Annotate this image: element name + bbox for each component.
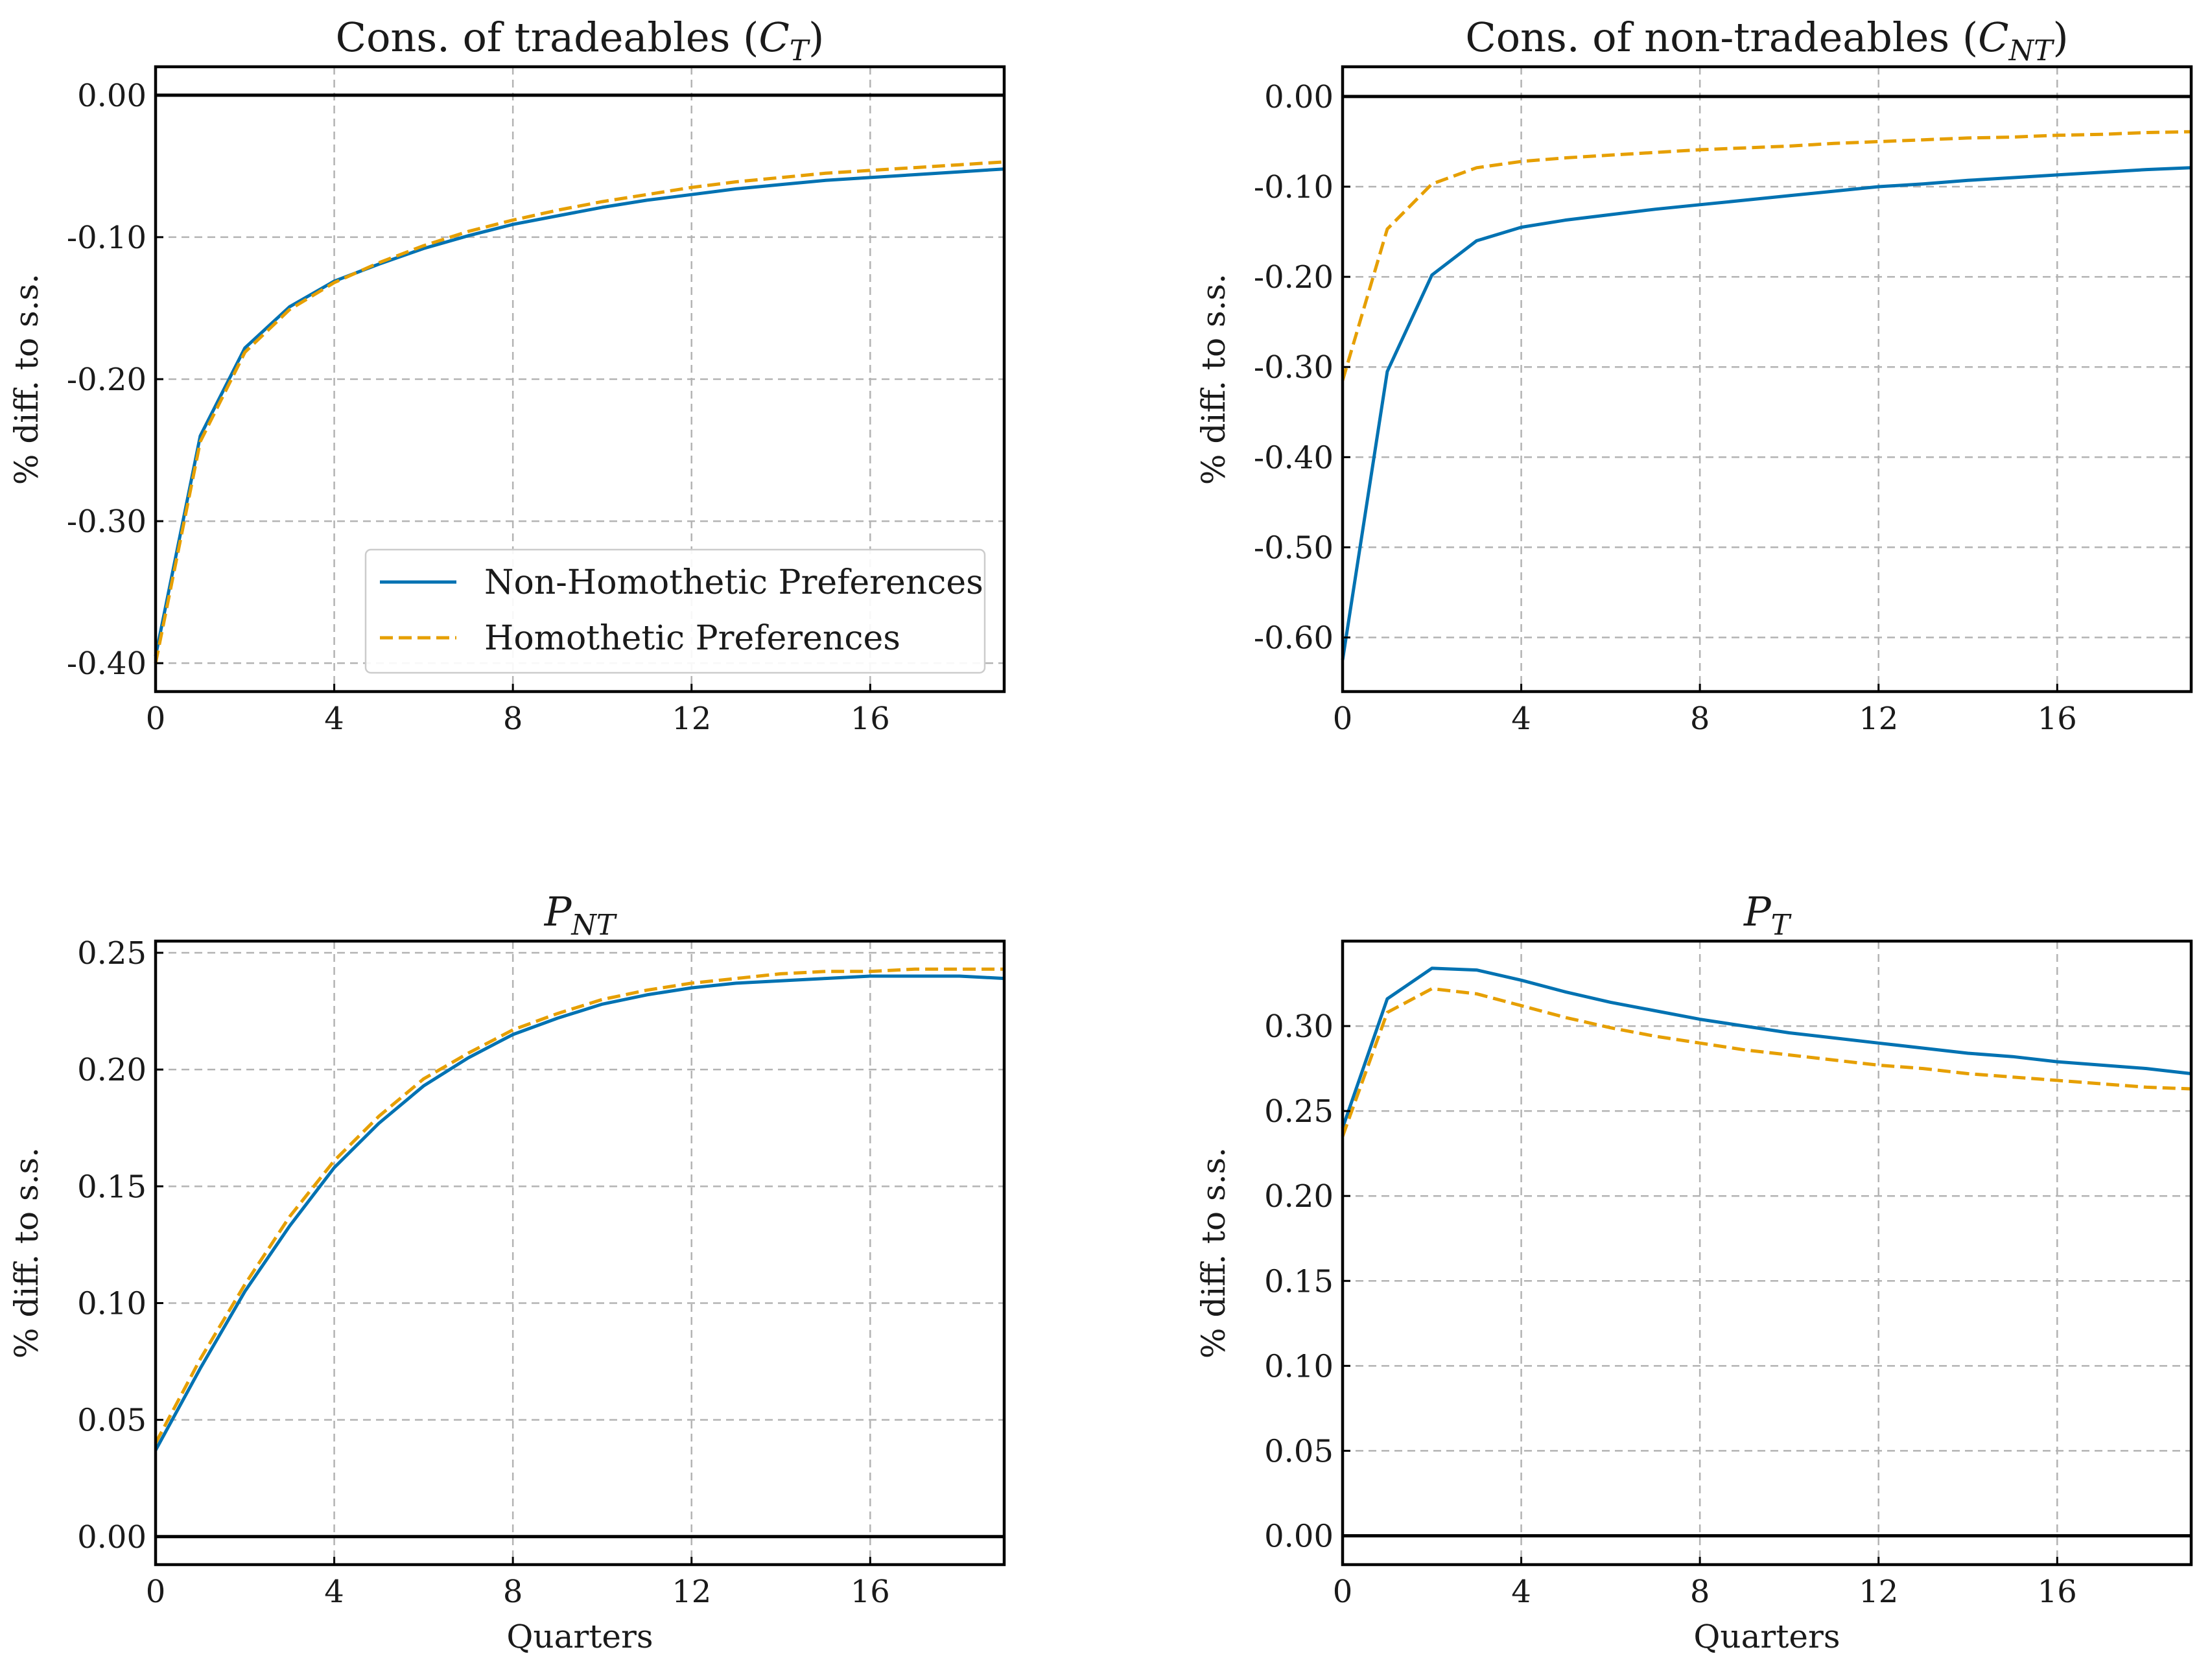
y-tick-label: 0.25: [77, 935, 147, 972]
y-tick-label: 0.25: [1264, 1093, 1334, 1130]
x-tick-label: 8: [503, 701, 523, 737]
legend-label: Homothetic Preferences: [484, 619, 900, 658]
y-tick-label: 0.05: [1264, 1433, 1334, 1469]
y-tick-label: -0.20: [67, 362, 147, 398]
y-tick-label: 0.15: [1264, 1263, 1334, 1300]
x-tick-label: 4: [1511, 701, 1531, 737]
chart-title: PT: [1743, 888, 1793, 942]
axes-frame: [1341, 939, 2193, 1567]
x-tick-label: 12: [1859, 1574, 1898, 1610]
x-tick-label: 16: [2038, 701, 2077, 737]
x-tick-label: 0: [1333, 1574, 1353, 1610]
y-tick-label: -0.60: [1254, 620, 1334, 657]
homothetic-series-line: [154, 160, 1005, 664]
y-tick-label: 0.20: [77, 1052, 147, 1088]
chart-panel-4: 0 4 8 12 16 0.00 0.05 0.10 0.15 0.20 0.25 0.30 PT % d…: [1195, 888, 2193, 1655]
x-tick-label: 0: [1333, 701, 1353, 737]
y-tick-label: 0.30: [1264, 1009, 1334, 1045]
legend-box: [364, 548, 986, 674]
non-homothetic-series-line: [1341, 166, 2192, 660]
y-axis-label: % diff. to s.s.: [1195, 274, 1232, 485]
x-tick-label: 12: [672, 1574, 711, 1610]
y-tick-label: -0.40: [67, 646, 147, 682]
chart-panel-2: 0 4 8 12 16 0.00 -0.10 -0.20 -0.30 -0.40 -0.50 -0.6…: [1195, 14, 2193, 737]
non-homothetic-series-line: [154, 974, 1005, 1451]
y-tick-label: 0.00: [77, 78, 147, 114]
x-tick-label: 16: [2038, 1574, 2077, 1610]
x-tick-label: 4: [1511, 1574, 1531, 1610]
x-axis-label: Quarters: [1693, 1618, 1840, 1655]
x-tick-label: 8: [1690, 1574, 1710, 1610]
x-tick-label: 12: [672, 701, 711, 737]
x-tick-label: 0: [146, 1574, 166, 1610]
x-tick-label: 4: [324, 701, 344, 737]
x-tick-label: 0: [146, 701, 166, 737]
legend: Non-Homothetic Preferences Homothetic Pre…: [364, 548, 986, 674]
x-tick-label: 8: [1690, 701, 1710, 737]
homothetic-series-line: [1341, 130, 2192, 381]
y-tick-label: -0.40: [1254, 439, 1334, 476]
x-axis-label: Quarters: [506, 1618, 653, 1655]
legend-label: Non-Homothetic Preferences: [484, 563, 983, 602]
x-tick-label: 12: [1859, 701, 1898, 737]
x-tick-label: 16: [851, 701, 890, 737]
homothetic-series-line: [154, 967, 1004, 1444]
y-tick-label: 0.00: [1264, 1518, 1334, 1554]
y-axis-label: % diff. to s.s.: [8, 1147, 45, 1359]
axes-frame: [154, 939, 1006, 1567]
y-tick-label: 0.00: [77, 1519, 147, 1556]
y-tick-label: -0.20: [1254, 259, 1334, 296]
y-axis-label: % diff. to s.s.: [8, 274, 45, 485]
y-tick-label: 0.10: [1264, 1348, 1334, 1384]
y-tick-label: -0.50: [1254, 530, 1334, 566]
y-tick-label: 0.10: [77, 1285, 147, 1322]
chart-title: Cons. of non-tradeables (CNT): [1465, 14, 2068, 67]
y-axis-label: % diff. to s.s.: [1195, 1147, 1232, 1359]
axes-frame: [1341, 65, 2193, 694]
x-tick-label: 8: [503, 1574, 523, 1610]
x-tick-label: 16: [851, 1574, 890, 1610]
non-homothetic-series-line: [1341, 966, 2192, 1129]
y-tick-label: -0.30: [1254, 349, 1334, 386]
y-tick-label: 0.20: [1264, 1178, 1334, 1215]
y-tick-label: 0.00: [1264, 79, 1334, 115]
chart-title: Cons. of tradeables (CT): [336, 14, 825, 67]
x-tick-label: 4: [324, 1574, 344, 1610]
y-tick-label: 0.15: [77, 1169, 147, 1205]
homothetic-series-line: [1341, 986, 2192, 1138]
y-tick-label: 0.05: [77, 1403, 147, 1439]
y-tick-label: -0.10: [67, 220, 147, 256]
y-tick-label: -0.30: [67, 504, 147, 540]
chart-title: PNT: [544, 888, 618, 942]
chart-panel-1: 0 4 8 12 16 0.00 -0.10 -0.20 -0.30 -0.40 Cons. of …: [8, 14, 1006, 737]
y-tick-label: -0.10: [1254, 169, 1334, 205]
chart-panel-3: 0 4 8 12 16 0.00 0.05 0.10 0.15 0.20 0.25 PNT % diff…: [8, 888, 1006, 1655]
non-homothetic-series-line: [154, 167, 1005, 657]
